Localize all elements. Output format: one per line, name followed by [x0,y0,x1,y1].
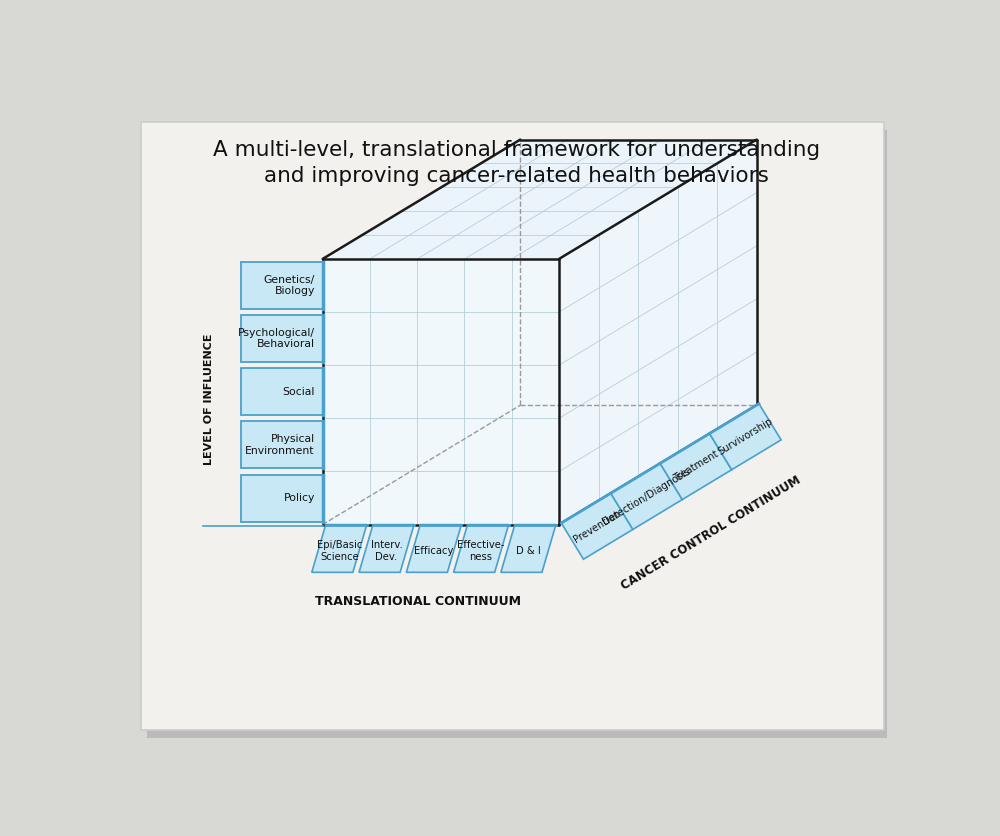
FancyBboxPatch shape [140,122,884,730]
Polygon shape [359,525,414,573]
Text: Prevention: Prevention [572,508,623,544]
Polygon shape [323,259,559,525]
FancyBboxPatch shape [241,475,323,522]
Polygon shape [312,525,367,573]
Text: Epi/Basic
Science: Epi/Basic Science [317,540,362,562]
Polygon shape [611,463,682,529]
Text: Efficacy: Efficacy [414,546,454,556]
Polygon shape [454,525,509,573]
Text: Psychological/
Behavioral: Psychological/ Behavioral [238,328,315,349]
Text: CANCER CONTROL CONTINUUM: CANCER CONTROL CONTINUUM [618,474,803,593]
Polygon shape [660,434,732,500]
Text: Detection/Diagnosis: Detection/Diagnosis [601,466,692,527]
Text: Survivorship: Survivorship [716,416,775,457]
FancyBboxPatch shape [241,315,323,362]
Text: A multi-level, translational framework for understanding
and improving cancer-re: A multi-level, translational framework f… [213,140,820,186]
Polygon shape [710,404,781,470]
FancyBboxPatch shape [241,369,323,415]
FancyBboxPatch shape [241,262,323,309]
Text: Social: Social [283,387,315,397]
Polygon shape [559,140,757,525]
Polygon shape [323,140,757,259]
Text: Effective-
ness: Effective- ness [457,540,505,562]
FancyBboxPatch shape [241,421,323,468]
Text: Physical
Environment: Physical Environment [245,434,315,456]
Text: Interv.
Dev.: Interv. Dev. [371,540,402,562]
Text: LEVEL OF INFLUENCE: LEVEL OF INFLUENCE [204,334,214,465]
Text: Treatment: Treatment [672,449,720,484]
FancyBboxPatch shape [147,130,887,738]
Text: TRANSLATIONAL CONTINUUM: TRANSLATIONAL CONTINUUM [315,595,521,608]
Text: Policy: Policy [284,493,315,503]
Polygon shape [561,493,633,559]
Text: Genetics/
Biology: Genetics/ Biology [264,275,315,296]
Polygon shape [501,525,556,573]
Polygon shape [406,525,461,573]
Text: D & I: D & I [516,546,541,556]
